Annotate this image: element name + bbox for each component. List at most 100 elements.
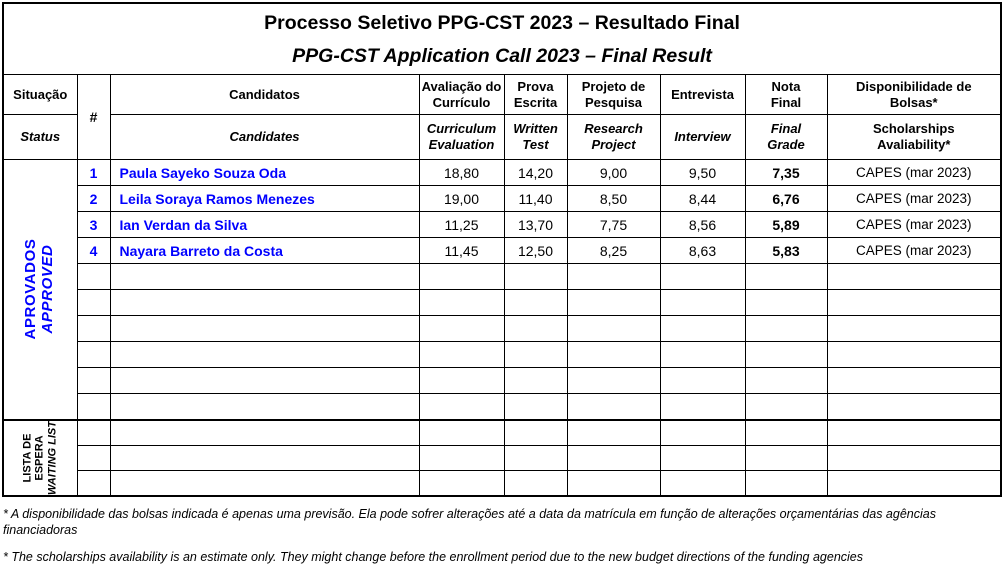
scholarship-cell: CAPES (mar 2023) xyxy=(826,237,1002,264)
score-interview: 8,44 xyxy=(659,185,746,212)
final-grade: 7,35 xyxy=(744,159,828,186)
empty-cell xyxy=(76,263,111,290)
header-nota-en-text: Final Grade xyxy=(767,121,805,152)
header-situacao-en: Status xyxy=(2,114,78,160)
empty-cell xyxy=(76,470,111,496)
approved-label-pt: APROVADOS xyxy=(22,238,40,340)
empty-cell xyxy=(566,289,661,316)
score-curriculum: 18,80 xyxy=(418,159,505,186)
empty-cell xyxy=(826,470,1002,496)
empty-cell xyxy=(109,367,420,394)
empty-cell xyxy=(566,263,661,290)
empty-cell xyxy=(109,418,420,446)
header-bolsas-en-text: Scholarships Avaliability* xyxy=(872,121,955,152)
header-bolsas-pt: Disponibilidade de Bolsas* xyxy=(826,74,1002,115)
empty-cell xyxy=(503,393,568,420)
page-subtitle: PPG-CST Application Call 2023 – Final Re… xyxy=(292,44,712,67)
score-research-project: 7,75 xyxy=(566,211,661,238)
empty-cell xyxy=(76,367,111,394)
empty-cell xyxy=(659,445,746,471)
final-grade: 5,89 xyxy=(744,211,828,238)
empty-cell xyxy=(503,470,568,496)
approved-section-cell: APROVADOS APPROVED xyxy=(2,159,78,420)
score-curriculum: 11,45 xyxy=(418,237,505,264)
page-title: Processo Seletivo PPG-CST 2023 – Resulta… xyxy=(264,12,740,34)
empty-cell xyxy=(503,445,568,471)
header-nota-pt: Nota Final xyxy=(744,74,828,115)
empty-cell xyxy=(826,393,1002,420)
rank-cell: 2 xyxy=(76,185,111,212)
empty-cell xyxy=(744,470,828,496)
empty-cell xyxy=(744,367,828,394)
header-curriculo-pt-text: Avaliação do Currículo xyxy=(421,78,502,110)
empty-cell xyxy=(826,315,1002,342)
rank-cell: 3 xyxy=(76,211,111,238)
rank-cell: 1 xyxy=(76,159,111,186)
empty-cell xyxy=(503,263,568,290)
empty-cell xyxy=(76,289,111,316)
empty-cell xyxy=(659,393,746,420)
empty-cell xyxy=(109,315,420,342)
empty-row xyxy=(3,263,1002,290)
empty-cell xyxy=(566,470,661,496)
header-prova-en: Written Test xyxy=(503,114,568,160)
title-cell: Processo Seletivo PPG-CST 2023 – Resulta… xyxy=(2,2,1002,75)
empty-cell xyxy=(744,393,828,420)
candidate-name: Paula Sayeko Souza Oda xyxy=(109,159,420,186)
waiting-list-row: LISTA DE ESPERA WAITING LIST xyxy=(2,418,1002,496)
candidate-row: 3 Ian Verdan da Silva 11,25 13,70 7,75 8… xyxy=(3,211,1002,238)
empty-cell xyxy=(659,289,746,316)
score-curriculum: 11,25 xyxy=(418,211,505,238)
scholarship-cell: CAPES (mar 2023) xyxy=(826,159,1002,186)
waiting-label-pt: LISTA DE ESPERA xyxy=(21,433,47,482)
empty-cell xyxy=(503,315,568,342)
empty-row xyxy=(3,367,1002,394)
footnotes: * A disponibilidade das bolsas indicada … xyxy=(3,506,1002,567)
empty-cell xyxy=(744,341,828,368)
header-projeto-en: Research Project xyxy=(566,114,661,160)
header-entrevista-en: Interview xyxy=(659,114,746,160)
header-rank: # xyxy=(76,74,111,160)
waiting-list-row xyxy=(3,445,1002,471)
empty-cell xyxy=(566,418,661,446)
footnote-en: * The scholarships availability is an es… xyxy=(3,550,864,565)
title-row: Processo Seletivo PPG-CST 2023 – Resulta… xyxy=(2,2,1002,75)
empty-cell xyxy=(744,315,828,342)
score-written-test: 13,70 xyxy=(503,211,568,238)
waiting-label-en: WAITING LIST xyxy=(46,420,59,495)
empty-cell xyxy=(503,367,568,394)
empty-cell xyxy=(744,289,828,316)
empty-cell xyxy=(826,418,1002,446)
header-curriculo-en-text: Curriculum Evaluation xyxy=(426,121,497,152)
empty-cell xyxy=(826,263,1002,290)
scholarship-cell: CAPES (mar 2023) xyxy=(826,185,1002,212)
empty-cell xyxy=(503,341,568,368)
candidate-name: Leila Soraya Ramos Menezes xyxy=(109,185,420,212)
header-row-pt: Situação # Candidatos Avaliação do Currí… xyxy=(2,74,1002,160)
empty-row xyxy=(3,393,1002,420)
waiting-list-label: LISTA DE ESPERA WAITING LIST xyxy=(21,420,59,495)
title-wrap: Processo Seletivo PPG-CST 2023 – Resulta… xyxy=(4,4,1000,74)
empty-cell xyxy=(109,445,420,471)
empty-cell xyxy=(76,393,111,420)
score-interview: 8,63 xyxy=(659,237,746,264)
header-candidatos-pt: Candidatos xyxy=(109,74,420,115)
empty-cell xyxy=(418,445,505,471)
empty-cell xyxy=(566,393,661,420)
approved-label: APROVADOS APPROVED xyxy=(22,238,57,340)
header-bolsas-en: Scholarships Avaliability* xyxy=(826,114,1002,160)
header-row-en: Status Candidates Curriculum Evaluation … xyxy=(2,114,1002,160)
candidate-row: 4 Nayara Barreto da Costa 11,45 12,50 8,… xyxy=(3,237,1002,264)
empty-cell xyxy=(418,263,505,290)
header-curriculo-pt: Avaliação do Currículo xyxy=(418,74,505,115)
empty-cell xyxy=(826,289,1002,316)
final-grade: 5,83 xyxy=(744,237,828,264)
header-projeto-pt: Projeto de Pesquisa xyxy=(566,74,661,115)
score-written-test: 12,50 xyxy=(503,237,568,264)
empty-cell xyxy=(418,470,505,496)
empty-row xyxy=(3,289,1002,316)
score-research-project: 8,50 xyxy=(566,185,661,212)
score-written-test: 14,20 xyxy=(503,159,568,186)
header-bolsas-pt-text: Disponibilidade de Bolsas* xyxy=(855,78,972,110)
empty-cell xyxy=(418,341,505,368)
